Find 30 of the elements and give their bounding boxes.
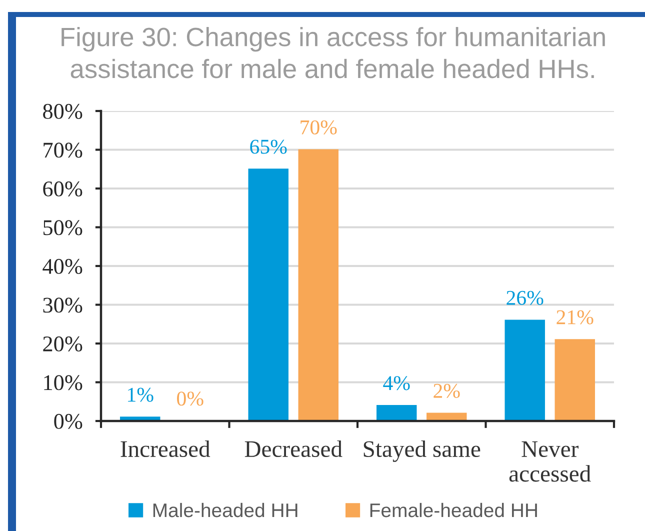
y-tick-label: 80% bbox=[43, 104, 82, 119]
data-label: 21% bbox=[556, 310, 594, 324]
bar bbox=[298, 149, 338, 421]
y-tick-label: 60% bbox=[43, 181, 82, 196]
x-tick-label: Never accessed bbox=[509, 441, 591, 482]
bar bbox=[248, 168, 288, 421]
data-label: 65% bbox=[250, 140, 287, 154]
y-tick-label: 50% bbox=[44, 220, 82, 236]
y-tick-label: 0% bbox=[54, 414, 82, 429]
y-tick-label: 10% bbox=[44, 375, 82, 390]
y-tick-label: 30% bbox=[43, 298, 82, 313]
data-label: 1% bbox=[128, 388, 154, 402]
y-tick-label: 70% bbox=[44, 142, 82, 158]
x-tick-label: Increased bbox=[120, 440, 210, 458]
legend-label: Male-headed HH bbox=[153, 502, 298, 518]
data-label: 26% bbox=[506, 290, 544, 305]
data-label: 70% bbox=[300, 120, 337, 134]
x-tick-label: Stayed same bbox=[364, 440, 480, 462]
data-label: 0% bbox=[177, 392, 204, 406]
bar bbox=[504, 320, 545, 421]
data-label: 4% bbox=[383, 376, 410, 390]
bar bbox=[376, 404, 417, 421]
x-tick-label: Decreased bbox=[244, 440, 342, 458]
y-tick-label: 20% bbox=[43, 336, 82, 352]
legend-label: Female-headed HH bbox=[370, 502, 537, 518]
chart-title: Figure 30: Changes in access for humanitarian assistance for male and female headed HHs. bbox=[62, 27, 605, 78]
data-label: 2% bbox=[434, 384, 460, 398]
bar bbox=[554, 339, 595, 421]
y-tick-label: 40% bbox=[42, 258, 82, 274]
bar bbox=[426, 412, 467, 421]
